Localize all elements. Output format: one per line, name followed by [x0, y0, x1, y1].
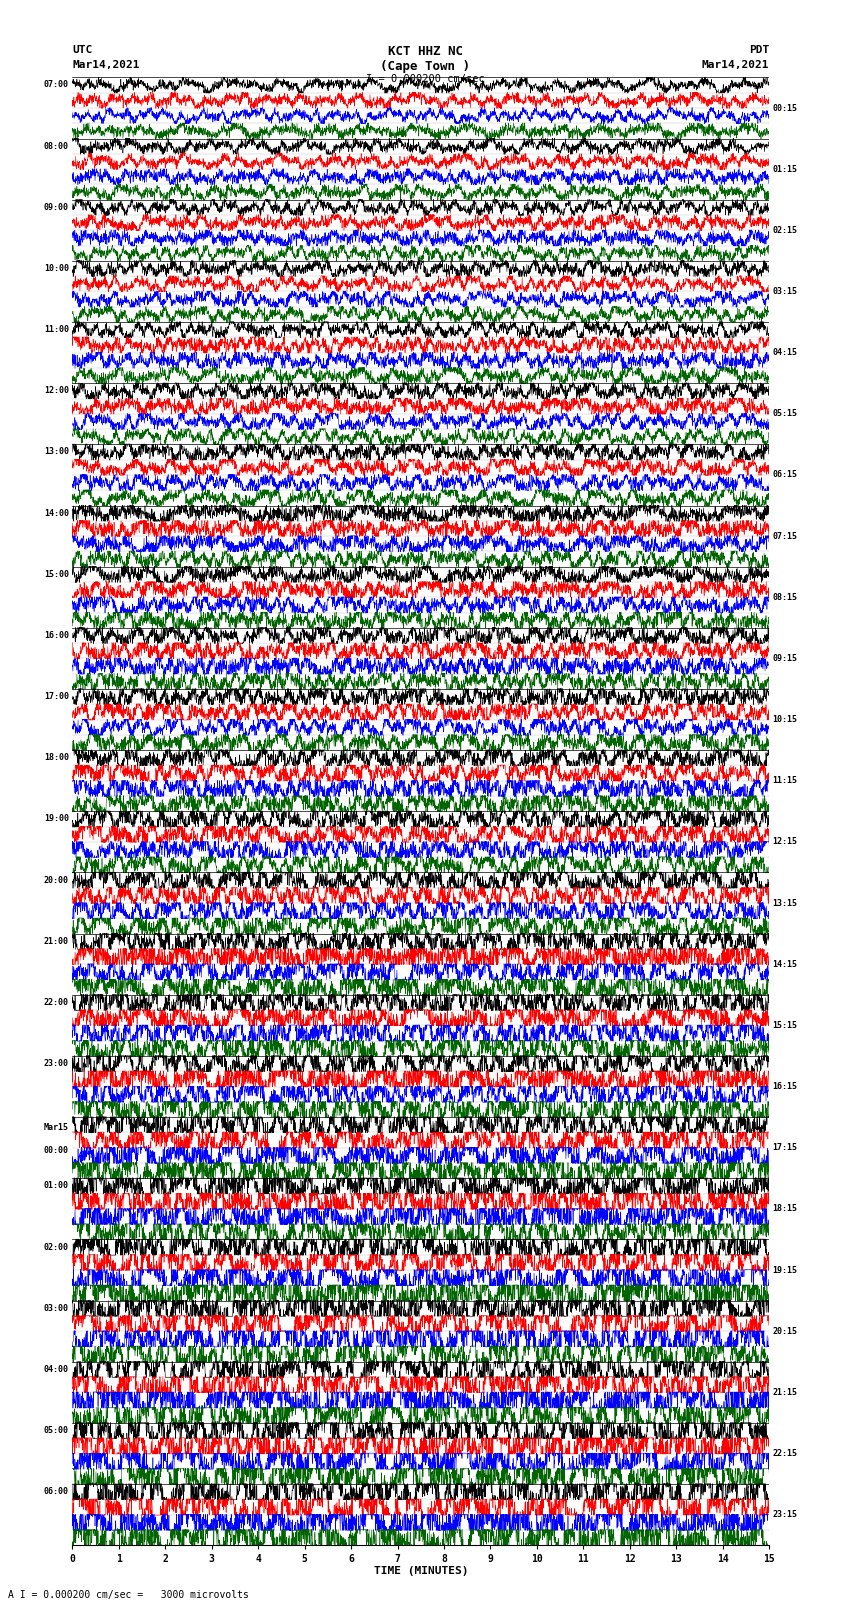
Text: Mar15: Mar15 — [43, 1123, 69, 1132]
Text: 18:00: 18:00 — [43, 753, 69, 763]
Text: 14:15: 14:15 — [773, 960, 798, 969]
Text: 22:15: 22:15 — [773, 1448, 798, 1458]
Text: 07:00: 07:00 — [43, 81, 69, 89]
Text: Mar14,2021: Mar14,2021 — [702, 60, 769, 69]
Text: 01:15: 01:15 — [773, 165, 798, 174]
Text: Mar14,2021: Mar14,2021 — [72, 60, 139, 69]
Text: 20:00: 20:00 — [43, 876, 69, 884]
Text: 17:15: 17:15 — [773, 1144, 798, 1152]
Text: 06:00: 06:00 — [43, 1487, 69, 1497]
Text: 03:00: 03:00 — [43, 1303, 69, 1313]
Text: 15:00: 15:00 — [43, 569, 69, 579]
Text: 19:15: 19:15 — [773, 1266, 798, 1274]
Text: 20:15: 20:15 — [773, 1327, 798, 1336]
Text: 14:00: 14:00 — [43, 508, 69, 518]
Text: 09:15: 09:15 — [773, 653, 798, 663]
Text: 18:15: 18:15 — [773, 1205, 798, 1213]
Text: 10:15: 10:15 — [773, 715, 798, 724]
Text: 19:00: 19:00 — [43, 815, 69, 823]
Text: 08:15: 08:15 — [773, 594, 798, 602]
Text: 09:00: 09:00 — [43, 203, 69, 211]
Text: 05:15: 05:15 — [773, 410, 798, 418]
Text: 10:00: 10:00 — [43, 265, 69, 273]
Text: 01:00: 01:00 — [43, 1181, 69, 1190]
Text: 13:00: 13:00 — [43, 447, 69, 456]
Text: 13:15: 13:15 — [773, 898, 798, 908]
Text: 21:00: 21:00 — [43, 937, 69, 945]
Text: (Cape Town ): (Cape Town ) — [380, 60, 470, 73]
Text: 08:00: 08:00 — [43, 142, 69, 150]
Text: 16:00: 16:00 — [43, 631, 69, 640]
Text: 21:15: 21:15 — [773, 1387, 798, 1397]
Text: 23:15: 23:15 — [773, 1510, 798, 1519]
Text: 02:15: 02:15 — [773, 226, 798, 235]
Text: 23:00: 23:00 — [43, 1060, 69, 1068]
Text: 07:15: 07:15 — [773, 532, 798, 540]
Text: 04:15: 04:15 — [773, 348, 798, 356]
Text: 22:00: 22:00 — [43, 998, 69, 1007]
Text: 04:00: 04:00 — [43, 1365, 69, 1374]
Text: A I = 0.000200 cm/sec =   3000 microvolts: A I = 0.000200 cm/sec = 3000 microvolts — [8, 1590, 249, 1600]
Text: 05:00: 05:00 — [43, 1426, 69, 1436]
Text: KCT HHZ NC: KCT HHZ NC — [388, 45, 462, 58]
Text: 03:15: 03:15 — [773, 287, 798, 295]
Text: 00:15: 00:15 — [773, 103, 798, 113]
Text: 17:00: 17:00 — [43, 692, 69, 702]
Text: 12:15: 12:15 — [773, 837, 798, 847]
Text: 11:15: 11:15 — [773, 776, 798, 786]
Text: 06:15: 06:15 — [773, 471, 798, 479]
Text: PDT: PDT — [749, 45, 769, 55]
Text: 12:00: 12:00 — [43, 386, 69, 395]
Text: UTC: UTC — [72, 45, 93, 55]
Text: 11:00: 11:00 — [43, 326, 69, 334]
X-axis label: TIME (MINUTES): TIME (MINUTES) — [373, 1566, 468, 1576]
Text: 00:00: 00:00 — [43, 1147, 69, 1155]
Text: 15:15: 15:15 — [773, 1021, 798, 1029]
Text: 16:15: 16:15 — [773, 1082, 798, 1090]
Text: I = 0.000200 cm/sec: I = 0.000200 cm/sec — [366, 74, 484, 84]
Text: 02:00: 02:00 — [43, 1242, 69, 1252]
